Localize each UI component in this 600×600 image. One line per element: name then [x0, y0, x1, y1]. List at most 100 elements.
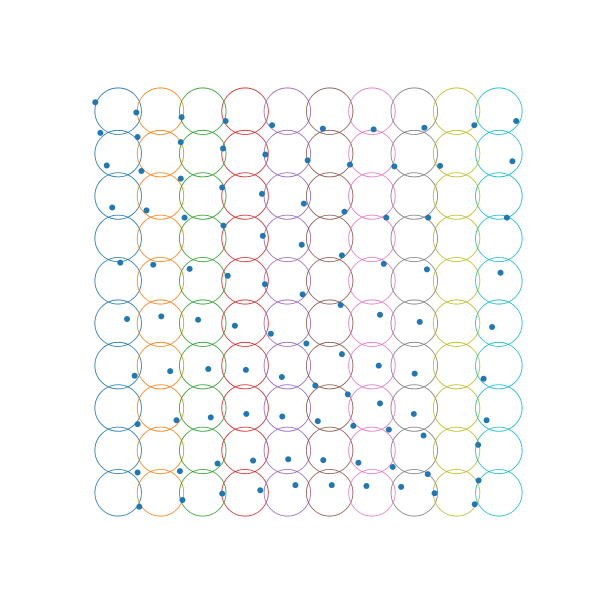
data-point: [299, 291, 306, 298]
ring-circle: [179, 214, 227, 263]
data-point: [431, 490, 438, 497]
data-point: [320, 457, 327, 464]
ring-circle: [432, 172, 481, 220]
ring-circle: [305, 257, 354, 305]
data-point: [475, 477, 482, 484]
data-point: [513, 117, 520, 124]
ring-circle: [136, 384, 185, 432]
ring-circle: [94, 129, 142, 178]
data-point: [437, 162, 444, 169]
ring-circle: [432, 384, 481, 432]
ring-circle: [305, 469, 354, 517]
ring-circle: [432, 129, 481, 178]
data-point: [425, 214, 432, 221]
data-point: [205, 365, 212, 372]
data-point: [133, 109, 140, 116]
ring-circle: [179, 341, 227, 390]
ring-circle: [475, 172, 523, 220]
ring-circle: [136, 129, 185, 178]
ring-circle: [348, 469, 396, 517]
ring-circle: [263, 172, 312, 220]
data-point: [103, 162, 110, 169]
data-point: [314, 418, 321, 425]
ring-circle: [390, 426, 438, 475]
ring-circle: [432, 257, 481, 305]
data-point: [424, 471, 431, 478]
ring-circle: [348, 341, 396, 390]
data-point: [167, 368, 174, 375]
ring-circle: [348, 384, 396, 432]
ring-circle: [390, 172, 438, 220]
ring-circle: [390, 129, 438, 178]
ring-circle: [348, 257, 396, 305]
ring-circle: [432, 469, 481, 517]
ring-circle: [432, 214, 481, 263]
ring-circle: [348, 214, 396, 263]
ring-circle: [263, 341, 312, 390]
ring-circle: [475, 87, 523, 135]
data-point: [298, 241, 305, 248]
data-point: [304, 157, 311, 164]
data-point: [383, 214, 390, 221]
ring-circle: [475, 384, 523, 432]
ring-circle: [475, 257, 523, 305]
data-point: [385, 426, 392, 433]
ring-circle: [94, 299, 142, 347]
circles-layer: [94, 87, 523, 517]
ring-circle: [221, 87, 269, 135]
ring-circle: [475, 129, 523, 178]
data-point: [177, 139, 184, 146]
ring-circle: [348, 172, 396, 220]
data-point: [376, 400, 383, 407]
data-point: [503, 214, 510, 221]
data-point: [376, 311, 383, 318]
ring-circle: [390, 214, 438, 263]
data-point: [92, 99, 99, 106]
data-point: [220, 222, 227, 229]
ring-circle: [390, 384, 438, 432]
data-point: [423, 266, 430, 273]
ring-circle: [94, 384, 142, 432]
ring-circle: [221, 172, 269, 220]
ring-circle: [432, 87, 481, 135]
data-point: [150, 261, 157, 268]
data-point: [319, 125, 326, 132]
data-point: [242, 366, 249, 373]
ring-circle: [136, 172, 185, 220]
data-point: [421, 124, 428, 131]
data-point: [279, 413, 286, 420]
data-point: [259, 232, 266, 239]
ring-circle: [94, 87, 142, 135]
ring-circle: [221, 129, 269, 178]
ring-circle: [263, 129, 312, 178]
data-point: [346, 161, 353, 168]
ring-circle: [432, 341, 481, 390]
data-point: [337, 301, 344, 308]
ring-circle: [179, 257, 227, 305]
ring-circle: [221, 257, 269, 305]
data-point: [341, 208, 348, 215]
data-point: [173, 417, 180, 424]
data-point: [410, 410, 417, 417]
data-point: [278, 374, 285, 381]
data-point: [176, 468, 183, 475]
data-point: [483, 417, 490, 424]
ring-circle: [348, 129, 396, 178]
data-point: [257, 487, 264, 494]
data-point: [224, 272, 231, 279]
data-point: [300, 200, 307, 207]
data-point: [134, 469, 141, 476]
ring-circle: [475, 341, 523, 390]
data-point: [109, 204, 116, 211]
ring-circle: [305, 87, 354, 135]
data-point: [375, 362, 382, 369]
data-point: [134, 134, 141, 141]
ring-circle: [179, 426, 227, 475]
ring-circle: [348, 87, 396, 135]
ring-circle: [305, 214, 354, 263]
ring-circle: [221, 341, 269, 390]
ring-circle: [179, 129, 227, 178]
data-point: [158, 313, 165, 320]
data-point: [222, 117, 229, 124]
data-point: [131, 372, 138, 379]
